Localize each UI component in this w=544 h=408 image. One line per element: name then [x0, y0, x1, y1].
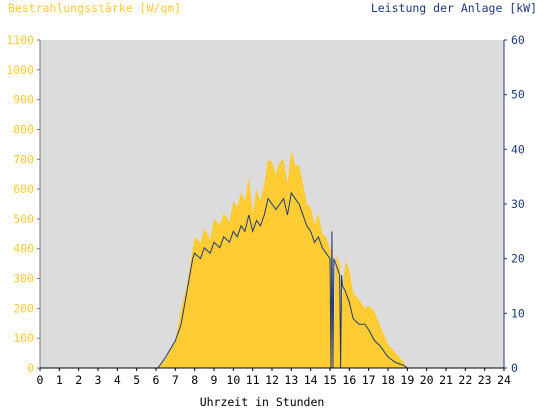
left-tick-label: 600 — [13, 182, 34, 196]
left-tick-label: 1100 — [6, 33, 34, 47]
irradiance-area — [40, 150, 504, 368]
x-tick-label: 1 — [56, 373, 63, 387]
right-axis-ticks: 0 10 20 30 40 50 60 — [504, 33, 525, 375]
left-tick-label: 0 — [27, 361, 34, 375]
right-tick-label: 60 — [511, 33, 525, 47]
x-tick-label: 11 — [246, 373, 260, 387]
left-tick-label: 700 — [13, 152, 34, 166]
x-tick-label: 16 — [342, 373, 356, 387]
irradiance-layer — [40, 150, 504, 368]
x-tick-label: 17 — [362, 373, 376, 387]
x-tick-label: 13 — [284, 373, 298, 387]
x-tick-label: 2 — [75, 373, 82, 387]
right-tick-label: 10 — [511, 306, 525, 320]
x-tick-label: 8 — [191, 373, 198, 387]
x-tick-label: 12 — [265, 373, 279, 387]
x-tick-label: 15 — [323, 373, 337, 387]
x-tick-label: 23 — [478, 373, 492, 387]
x-tick-label: 21 — [439, 373, 453, 387]
right-tick-label: 40 — [511, 142, 525, 156]
x-axis-title: Uhrzeit in Stunden — [200, 395, 325, 408]
left-tick-label: 100 — [13, 331, 34, 345]
x-tick-label: 14 — [304, 373, 318, 387]
left-axis-ticks: 0 100 200 300 400 500 600 700 800 900 1000 1100 — [6, 33, 40, 375]
power-line — [40, 191, 504, 369]
left-tick-label: 500 — [13, 212, 34, 226]
right-axis-title: Leistung der Anlage [kW] — [371, 1, 537, 15]
right-tick-label: 20 — [511, 252, 525, 266]
x-tick-label: 9 — [211, 373, 218, 387]
x-tick-label: 20 — [420, 373, 434, 387]
left-tick-label: 1000 — [6, 63, 34, 77]
right-tick-label: 50 — [511, 88, 525, 102]
x-tick-label: 19 — [400, 373, 414, 387]
x-tick-label: 3 — [95, 373, 102, 387]
x-tick-label: 22 — [458, 373, 472, 387]
left-axis-title: Bestrahlungsstärke [W/qm] — [8, 1, 181, 15]
left-tick-label: 900 — [13, 93, 34, 107]
x-tick-label: 5 — [133, 373, 140, 387]
right-tick-label: 0 — [511, 361, 518, 375]
x-axis-ticks: 0 1 2 3 4 5 6 7 8 9 10 11 12 13 14 15 16 17 18 19 20 21 22 23 24 — [37, 368, 511, 387]
power-layer — [40, 191, 504, 369]
x-tick-label: 4 — [114, 373, 121, 387]
x-tick-label: 24 — [497, 373, 511, 387]
x-tick-label: 6 — [153, 373, 160, 387]
x-tick-label: 0 — [37, 373, 44, 387]
left-tick-label: 800 — [13, 122, 34, 136]
x-tick-label: 10 — [226, 373, 240, 387]
right-tick-label: 30 — [511, 197, 525, 211]
left-tick-label: 400 — [13, 242, 34, 256]
left-tick-label: 200 — [13, 301, 34, 315]
x-tick-label: 18 — [381, 373, 395, 387]
left-tick-label: 300 — [13, 272, 34, 286]
x-tick-label: 7 — [172, 373, 179, 387]
